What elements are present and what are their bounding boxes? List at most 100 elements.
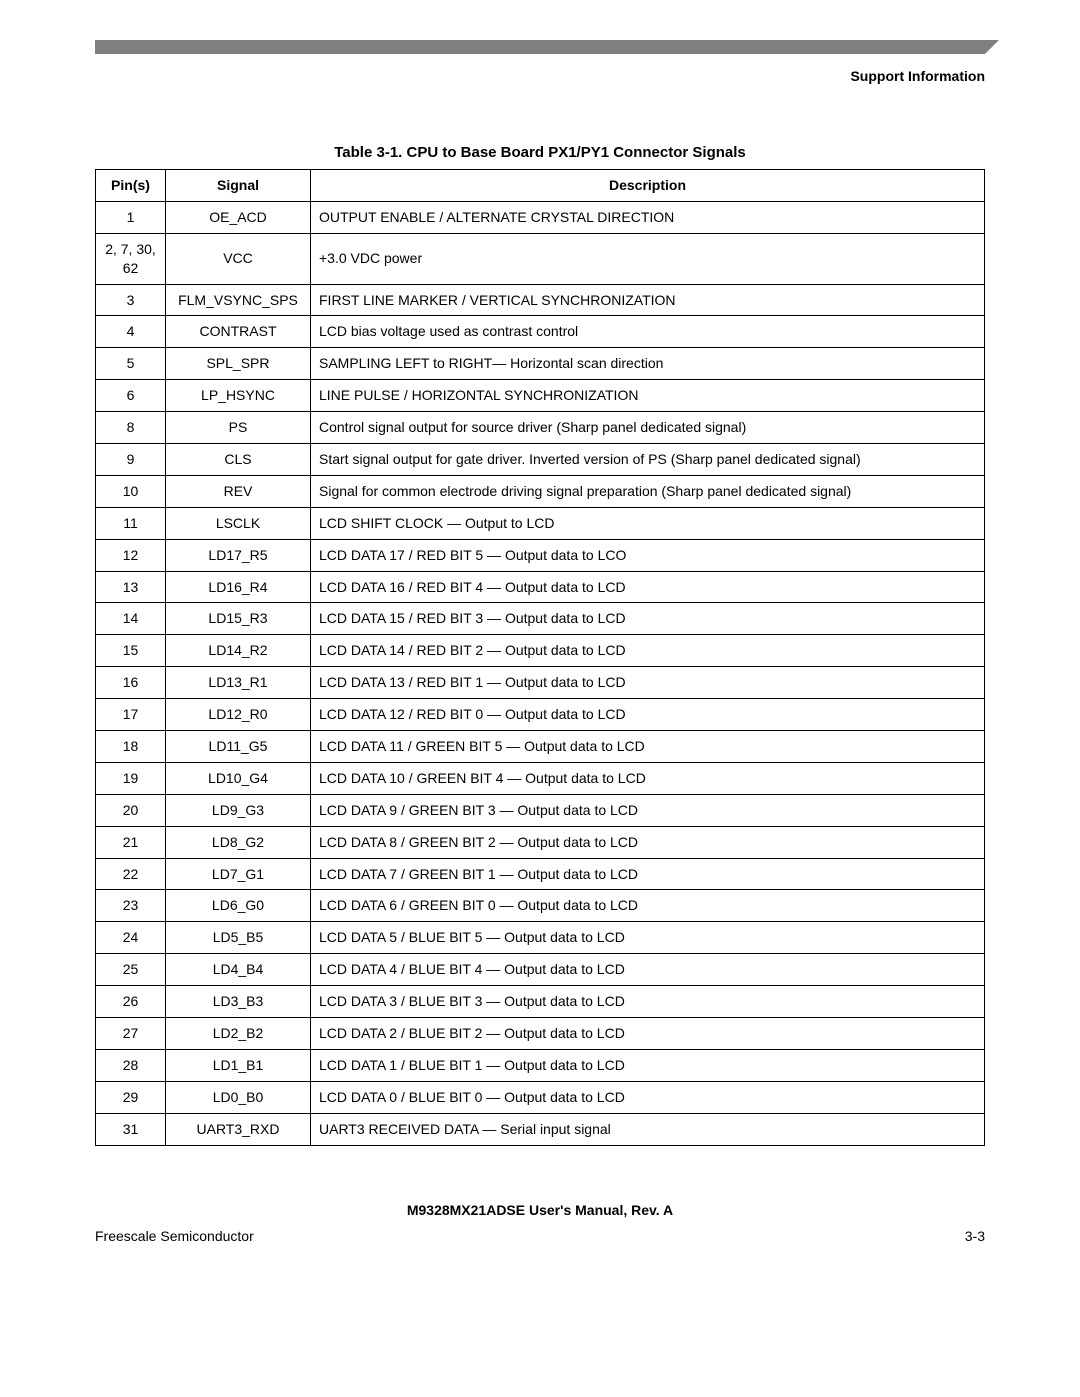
cell-description: Start signal output for gate driver. Inv…: [311, 444, 985, 476]
table-row: 21LD8_G2LCD DATA 8 / GREEN BIT 2 — Outpu…: [96, 826, 985, 858]
cell-description: LCD DATA 7 / GREEN BIT 1 — Output data t…: [311, 858, 985, 890]
cell-signal: REV: [166, 475, 311, 507]
cell-pins: 18: [96, 731, 166, 763]
cell-pins: 6: [96, 380, 166, 412]
table-header-signal: Signal: [166, 170, 311, 202]
footer-page-number: 3-3: [965, 1228, 985, 1244]
table-header-row: Pin(s) Signal Description: [96, 170, 985, 202]
cell-description: LCD DATA 0 / BLUE BIT 0 — Output data to…: [311, 1081, 985, 1113]
table-row: 4CONTRASTLCD bias voltage used as contra…: [96, 316, 985, 348]
cell-description: LCD DATA 11 / GREEN BIT 5 — Output data …: [311, 731, 985, 763]
cell-signal: LD17_R5: [166, 539, 311, 571]
table-row: 23LD6_G0LCD DATA 6 / GREEN BIT 0 — Outpu…: [96, 890, 985, 922]
cell-signal: CLS: [166, 444, 311, 476]
table-row: 31UART3_RXDUART3 RECEIVED DATA — Serial …: [96, 1113, 985, 1145]
cell-description: LCD DATA 6 / GREEN BIT 0 — Output data t…: [311, 890, 985, 922]
cell-signal: LD6_G0: [166, 890, 311, 922]
cell-pins: 3: [96, 284, 166, 316]
footer-row: Freescale Semiconductor 3-3: [95, 1228, 985, 1244]
cell-description: LCD DATA 15 / RED BIT 3 — Output data to…: [311, 603, 985, 635]
cell-pins: 1: [96, 201, 166, 233]
cell-pins: 26: [96, 986, 166, 1018]
cell-pins: 29: [96, 1081, 166, 1113]
cell-signal: LD9_G3: [166, 794, 311, 826]
table-header-description: Description: [311, 170, 985, 202]
cell-signal: VCC: [166, 233, 311, 284]
cell-signal: FLM_VSYNC_SPS: [166, 284, 311, 316]
footer-manual-title: M9328MX21ADSE User's Manual, Rev. A: [95, 1202, 985, 1218]
cell-pins: 16: [96, 667, 166, 699]
cell-pins: 17: [96, 699, 166, 731]
table-row: 10REVSignal for common electrode driving…: [96, 475, 985, 507]
table-row: 17LD12_R0LCD DATA 12 / RED BIT 0 — Outpu…: [96, 699, 985, 731]
table-row: 25LD4_B4LCD DATA 4 / BLUE BIT 4 — Output…: [96, 954, 985, 986]
cell-signal: LD3_B3: [166, 986, 311, 1018]
cell-description: LCD DATA 4 / BLUE BIT 4 — Output data to…: [311, 954, 985, 986]
table-row: 29LD0_B0LCD DATA 0 / BLUE BIT 0 — Output…: [96, 1081, 985, 1113]
cell-pins: 15: [96, 635, 166, 667]
cell-description: Control signal output for source driver …: [311, 412, 985, 444]
cell-pins: 8: [96, 412, 166, 444]
cell-description: LCD DATA 8 / GREEN BIT 2 — Output data t…: [311, 826, 985, 858]
cell-description: OUTPUT ENABLE / ALTERNATE CRYSTAL DIRECT…: [311, 201, 985, 233]
page-footer: M9328MX21ADSE User's Manual, Rev. A Free…: [95, 1202, 985, 1244]
cell-signal: OE_ACD: [166, 201, 311, 233]
cell-description: LCD SHIFT CLOCK — Output to LCD: [311, 507, 985, 539]
cell-signal: UART3_RXD: [166, 1113, 311, 1145]
table-row: 9CLSStart signal output for gate driver.…: [96, 444, 985, 476]
cell-pins: 5: [96, 348, 166, 380]
footer-company: Freescale Semiconductor: [95, 1228, 254, 1244]
cell-signal: SPL_SPR: [166, 348, 311, 380]
cell-signal: LD2_B2: [166, 1018, 311, 1050]
cell-description: +3.0 VDC power: [311, 233, 985, 284]
section-label: Support Information: [95, 68, 985, 84]
cell-pins: 10: [96, 475, 166, 507]
cell-description: LCD bias voltage used as contrast contro…: [311, 316, 985, 348]
cell-signal: LD0_B0: [166, 1081, 311, 1113]
cell-signal: LD14_R2: [166, 635, 311, 667]
cell-signal: LD8_G2: [166, 826, 311, 858]
cell-signal: LD16_R4: [166, 571, 311, 603]
cell-signal: LD5_B5: [166, 922, 311, 954]
table-row: 16LD13_R1LCD DATA 13 / RED BIT 1 — Outpu…: [96, 667, 985, 699]
cell-description: LCD DATA 17 / RED BIT 5 — Output data to…: [311, 539, 985, 571]
cell-description: UART3 RECEIVED DATA — Serial input signa…: [311, 1113, 985, 1145]
table-row: 12LD17_R5LCD DATA 17 / RED BIT 5 — Outpu…: [96, 539, 985, 571]
cell-pins: 9: [96, 444, 166, 476]
table-row: 27LD2_B2LCD DATA 2 / BLUE BIT 2 — Output…: [96, 1018, 985, 1050]
cell-pins: 28: [96, 1049, 166, 1081]
cell-description: LCD DATA 3 / BLUE BIT 3 — Output data to…: [311, 986, 985, 1018]
table-header-pins: Pin(s): [96, 170, 166, 202]
table-row: 22LD7_G1LCD DATA 7 / GREEN BIT 1 — Outpu…: [96, 858, 985, 890]
header-rule: [95, 40, 985, 54]
cell-description: LINE PULSE / HORIZONTAL SYNCHRONIZATION: [311, 380, 985, 412]
table-row: 3FLM_VSYNC_SPSFIRST LINE MARKER / VERTIC…: [96, 284, 985, 316]
table-row: 13LD16_R4LCD DATA 16 / RED BIT 4 — Outpu…: [96, 571, 985, 603]
cell-pins: 24: [96, 922, 166, 954]
cell-pins: 25: [96, 954, 166, 986]
cell-signal: LD11_G5: [166, 731, 311, 763]
cell-signal: LD15_R3: [166, 603, 311, 635]
cell-signal: PS: [166, 412, 311, 444]
cell-signal: CONTRAST: [166, 316, 311, 348]
table-row: 20LD9_G3LCD DATA 9 / GREEN BIT 3 — Outpu…: [96, 794, 985, 826]
connector-signals-table: Pin(s) Signal Description 1OE_ACDOUTPUT …: [95, 169, 985, 1146]
table-caption: Table 3-1. CPU to Base Board PX1/PY1 Con…: [95, 144, 985, 161]
cell-signal: LD13_R1: [166, 667, 311, 699]
cell-pins: 2, 7, 30, 62: [96, 233, 166, 284]
cell-description: LCD DATA 10 / GREEN BIT 4 — Output data …: [311, 762, 985, 794]
cell-pins: 20: [96, 794, 166, 826]
table-row: 26LD3_B3LCD DATA 3 / BLUE BIT 3 — Output…: [96, 986, 985, 1018]
cell-pins: 31: [96, 1113, 166, 1145]
table-row: 6LP_HSYNCLINE PULSE / HORIZONTAL SYNCHRO…: [96, 380, 985, 412]
table-row: 15LD14_R2LCD DATA 14 / RED BIT 2 — Outpu…: [96, 635, 985, 667]
cell-description: Signal for common electrode driving sign…: [311, 475, 985, 507]
table-row: 5SPL_SPRSAMPLING LEFT to RIGHT— Horizont…: [96, 348, 985, 380]
document-page: Support Information Table 3-1. CPU to Ba…: [0, 40, 1080, 1284]
cell-signal: LD4_B4: [166, 954, 311, 986]
cell-pins: 23: [96, 890, 166, 922]
cell-description: LCD DATA 1 / BLUE BIT 1 — Output data to…: [311, 1049, 985, 1081]
table-row: 2, 7, 30, 62VCC+3.0 VDC power: [96, 233, 985, 284]
table-row: 1OE_ACDOUTPUT ENABLE / ALTERNATE CRYSTAL…: [96, 201, 985, 233]
cell-description: FIRST LINE MARKER / VERTICAL SYNCHRONIZA…: [311, 284, 985, 316]
